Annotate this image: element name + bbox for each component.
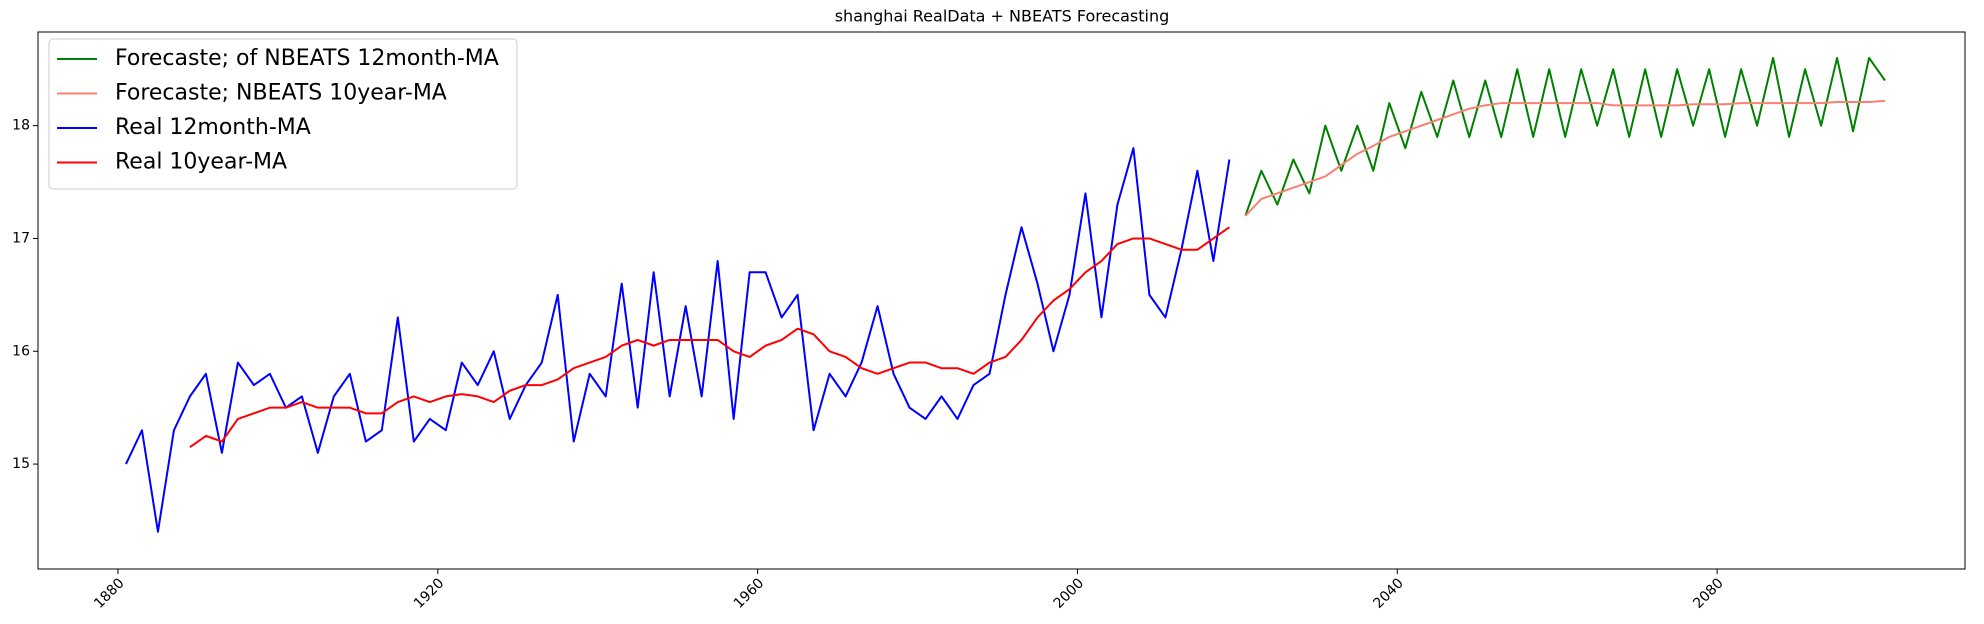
chart-title: shanghai RealData + NBEATS Forecasting <box>835 7 1170 26</box>
y-tick-label: 18 <box>12 118 30 134</box>
axes-frame <box>37 31 1966 570</box>
y-tick-label: 15 <box>12 456 30 472</box>
legend-label: Real 12month-MA <box>115 115 311 140</box>
y-tick-label: 17 <box>12 230 30 246</box>
series-line <box>189 226 1230 448</box>
series-line <box>125 147 1231 533</box>
legend-label: Forecaste; NBEATS 10year-MA <box>115 81 447 106</box>
legend-label: Real 10year-MA <box>115 150 287 175</box>
series-line <box>1244 99 1886 217</box>
plot-area <box>125 56 1886 533</box>
y-tick-label: 16 <box>12 343 30 359</box>
series-line <box>1244 56 1886 217</box>
legend-label: Forecaste; of NBEATS 12month-MA <box>115 46 499 71</box>
legend-box <box>48 38 518 190</box>
